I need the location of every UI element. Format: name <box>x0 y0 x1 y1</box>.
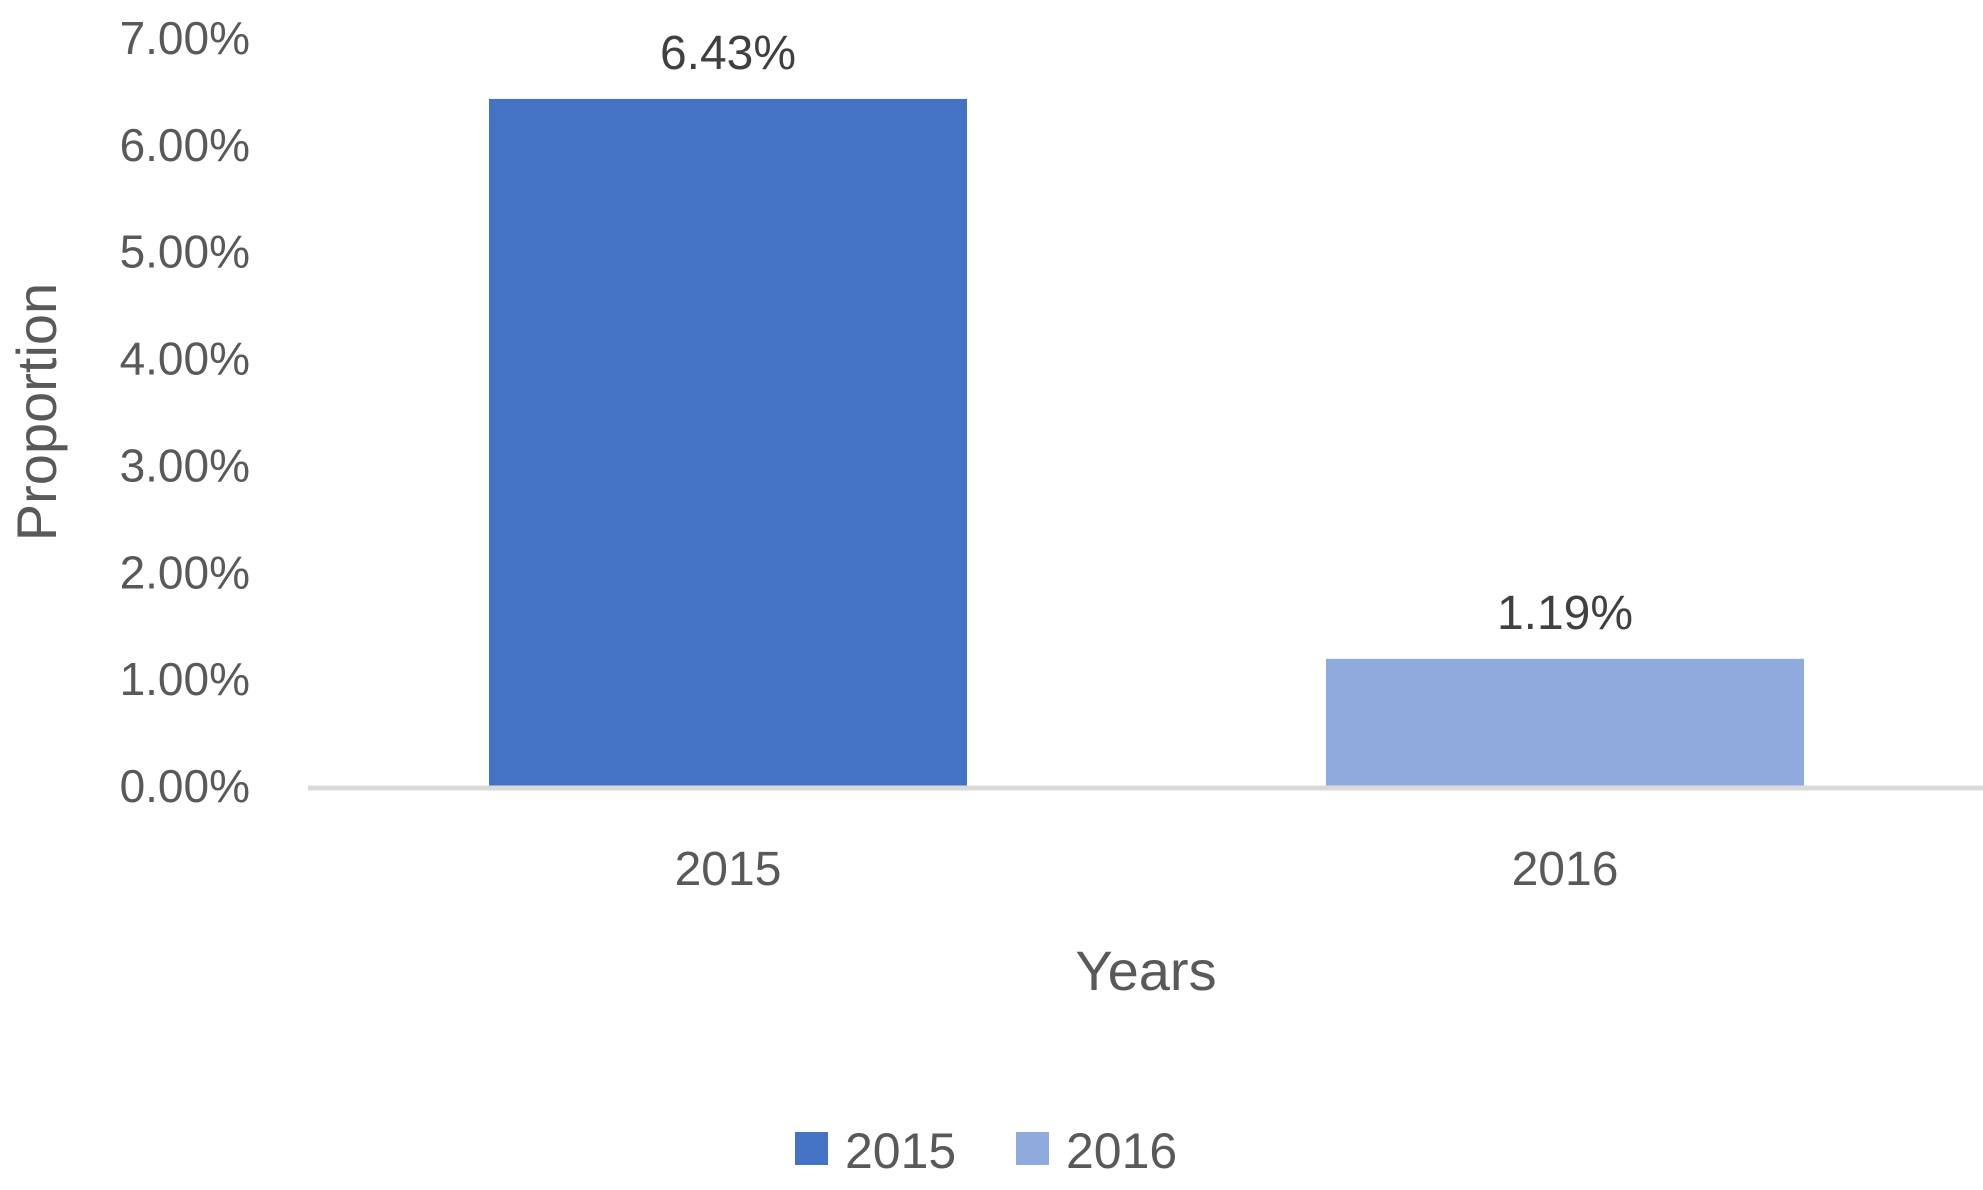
legend-swatch <box>795 1132 828 1165</box>
y-tick-label: 3.00% <box>120 439 250 491</box>
x-category-label: 2015 <box>675 843 782 896</box>
data-labels: 6.43% 1.19% <box>660 27 1633 640</box>
y-tick-label: 4.00% <box>120 333 250 385</box>
x-axis-category-labels: 2015 2016 <box>675 843 1619 896</box>
y-tick-label: 1.00% <box>120 653 250 705</box>
legend-label: 2015 <box>845 1123 956 1179</box>
y-tick-label: 6.00% <box>120 119 250 171</box>
data-label: 1.19% <box>1497 587 1633 640</box>
legend-label: 2016 <box>1066 1123 1177 1179</box>
y-tick-label: 2.00% <box>120 546 250 598</box>
y-axis-title: Proportion <box>5 283 68 541</box>
bar-2015 <box>489 98 967 786</box>
y-axis-tick-labels: 0.00% 1.00% 2.00% 3.00% 4.00% 5.00% 6.00% 7.00% <box>120 12 250 812</box>
legend: 2015 2016 <box>795 1123 1177 1179</box>
bars <box>489 98 1804 786</box>
y-tick-label: 5.00% <box>120 226 250 278</box>
y-tick-label: 0.00% <box>120 760 250 812</box>
y-tick-label: 7.00% <box>120 12 250 64</box>
legend-swatch <box>1016 1132 1049 1165</box>
bar-2016 <box>1326 658 1804 786</box>
x-axis-title: Years <box>1075 939 1216 1002</box>
data-label: 6.43% <box>660 27 796 80</box>
x-category-label: 2016 <box>1512 843 1619 896</box>
